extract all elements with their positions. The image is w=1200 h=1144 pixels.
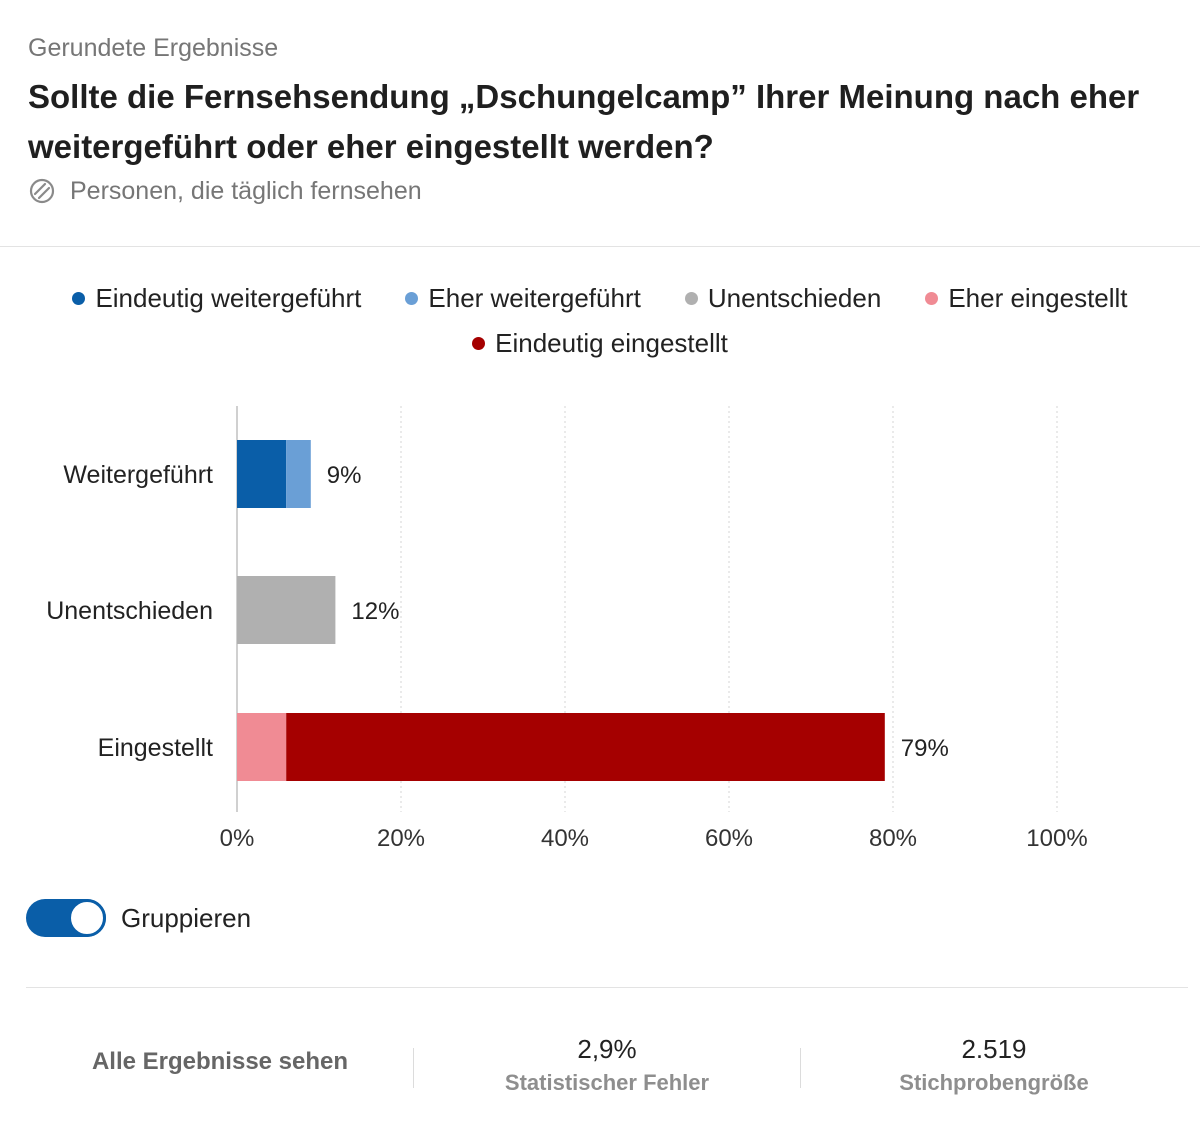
legend-dot [925,292,939,305]
legend-item-eher-weitergefuehrt[interactable]: Eher weitergeführt [405,283,641,314]
x-tick-label: 60% [705,825,753,852]
value-label: 12% [351,598,399,625]
legend-dot [405,292,419,305]
statistical-error-stat: 2,9% Statistischer Fehler [414,1032,800,1100]
legend-dot [684,292,698,305]
chart-legend: Eindeutig weitergeführt Eher weitergefüh… [0,276,1200,366]
sample-size-value: 2.519 [961,1034,1027,1064]
group-toggle-label: Gruppieren [121,902,252,933]
legend-dot [72,292,86,305]
stacked-bar-chart: Weitergeführt 9% Unentschieden 12% Eingestel… [46,406,1088,852]
bar-segment [286,440,311,508]
bar-segment [237,576,336,644]
sample-size-label: Stichprobengröße [899,1070,1089,1095]
x-tick-label: 0% [220,825,255,852]
x-tick-label: 80% [869,825,917,852]
question-title: Sollte die Fernsehsendung „Dschungelcamp… [28,78,1140,165]
header: Gerundete Ergebnisse Sollte die Fernsehs… [0,0,1200,247]
x-tick-label: 20% [377,825,425,852]
statistical-error-label: Statistischer Fehler [504,1070,710,1095]
legend-label: Eher eingestellt [948,283,1128,313]
legend-row-1: Eindeutig weitergeführt Eher weitergefüh… [0,276,1200,321]
bar-segment [237,440,287,508]
statistical-error-value: 2,9% [577,1034,637,1064]
legend-row-2: Eindeutig eingestellt [0,321,1200,366]
category-label: Unentschieden [46,597,213,625]
legend-label: Eher weitergeführt [428,283,641,313]
category-label: Eingestellt [98,734,213,762]
value-label: 79% [901,735,949,762]
value-label: 9% [327,462,362,489]
footer-separator [800,1048,801,1088]
legend-item-eher-eingestellt[interactable]: Eher eingestellt [925,283,1128,314]
footer-separator [413,1048,414,1088]
bar-segment [237,713,287,781]
x-tick-label: 40% [541,825,589,852]
legend-dot [472,337,486,350]
bar-segment [286,713,885,781]
rounded-results-caption: Gerundete Ergebnisse [28,34,279,62]
legend-item-eindeutig-eingestellt[interactable]: Eindeutig eingestellt [472,328,728,359]
group-toggle-row: Gruppieren [26,899,251,937]
legend-item-eindeutig-weitergefuehrt[interactable]: Eindeutig weitergeführt [72,283,361,314]
legend-label: Eindeutig eingestellt [495,328,728,358]
footer-divider [26,987,1188,988]
audience-filter-icon [29,178,55,204]
audience-filter-label: Personen, die täglich fernsehen [70,176,422,205]
group-toggle[interactable] [26,899,106,937]
category-label: Weitergeführt [63,461,213,489]
toggle-knob [68,899,106,937]
legend-label: Eindeutig weitergeführt [95,283,362,313]
audience-filter: Personen, die täglich fernsehen [28,174,422,208]
x-tick-label: 100% [1026,825,1087,852]
all-results-link[interactable]: Alle Ergebnisse sehen [91,1048,349,1075]
legend-item-unentschieden[interactable]: Unentschieden [684,283,882,314]
legend-label: Unentschieden [707,283,882,313]
sample-size-stat: 2.519 Stichprobengröße [801,1032,1187,1100]
